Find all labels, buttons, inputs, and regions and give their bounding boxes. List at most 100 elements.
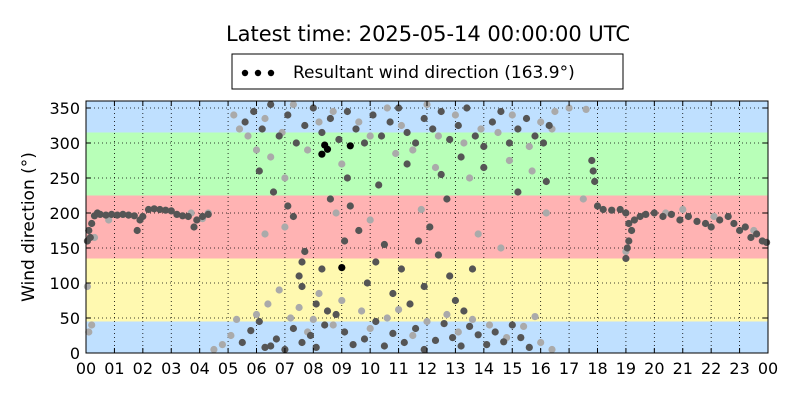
data-point (85, 328, 93, 336)
data-point (244, 132, 252, 140)
data-point (642, 210, 650, 218)
data-point (505, 139, 513, 147)
data-point (298, 338, 306, 347)
data-point (318, 265, 326, 273)
data-point (86, 233, 94, 242)
data-point (233, 315, 241, 323)
data-point (491, 328, 499, 336)
data-point (443, 195, 451, 203)
data-point (551, 107, 559, 116)
y-tick-label: 250 (49, 169, 80, 188)
data-point (366, 324, 374, 333)
data-point (346, 202, 354, 210)
data-point (409, 146, 417, 154)
data-point (326, 114, 334, 123)
data-point (471, 132, 479, 140)
data-point (730, 219, 738, 228)
data-point (190, 223, 198, 231)
x-tick-label: 15 (502, 359, 522, 378)
data-point (500, 338, 508, 346)
data-point (389, 289, 397, 298)
y-tick-label: 200 (49, 204, 80, 223)
data-point (272, 335, 280, 343)
data-point (275, 132, 283, 140)
data-point (108, 210, 116, 218)
data-point (514, 188, 522, 196)
data-point (431, 336, 440, 344)
data-point (474, 230, 482, 238)
y-tick-label: 50 (60, 309, 80, 328)
data-point (261, 343, 269, 351)
data-point (318, 150, 326, 158)
data-point (693, 217, 701, 225)
data-point (352, 125, 360, 133)
data-point (162, 206, 170, 214)
data-point (372, 317, 380, 326)
data-point (582, 105, 590, 113)
data-point (358, 307, 366, 315)
data-point (497, 107, 505, 116)
data-point (736, 226, 744, 235)
data-point (289, 324, 297, 333)
data-point (363, 279, 371, 287)
y-tick-label: 350 (49, 99, 80, 118)
data-point (417, 205, 425, 214)
data-point (184, 212, 192, 221)
data-point (380, 342, 388, 350)
data-point (451, 296, 459, 305)
data-point (589, 167, 597, 175)
data-point (468, 265, 477, 273)
data-point (102, 211, 110, 219)
data-point (525, 343, 533, 351)
data-point (380, 240, 388, 249)
data-point (420, 114, 428, 123)
data-point (360, 335, 369, 343)
data-point (326, 195, 334, 203)
data-point (488, 118, 496, 126)
x-tick-label: 00 (76, 359, 96, 378)
data-point (343, 174, 351, 182)
data-point (400, 338, 408, 347)
data-point (406, 300, 414, 308)
data-point (88, 321, 96, 329)
data-point (341, 237, 349, 245)
data-point (306, 331, 315, 340)
data-point (716, 216, 724, 224)
data-point (505, 156, 513, 165)
data-point (230, 111, 238, 119)
data-point (622, 254, 630, 263)
data-point (343, 107, 351, 116)
data-point (429, 125, 437, 133)
data-point (355, 226, 363, 235)
data-point (520, 322, 528, 330)
data-point (338, 296, 346, 305)
data-point (622, 209, 630, 217)
data-point (312, 300, 320, 308)
data-point (389, 329, 397, 337)
data-point (295, 303, 303, 312)
data-point (139, 212, 147, 221)
data-point (323, 307, 332, 315)
y-tick-label: 300 (49, 134, 80, 153)
data-point (375, 181, 383, 189)
data-point (485, 321, 494, 329)
data-point (258, 125, 266, 133)
y-axis-label: Wind direction (°) (19, 152, 39, 302)
data-point (96, 210, 104, 218)
data-point (261, 230, 269, 238)
data-point (747, 233, 755, 242)
data-point (301, 121, 309, 130)
data-point (466, 174, 474, 182)
data-point (372, 258, 380, 266)
data-point (318, 128, 326, 137)
x-tick-label: 04 (189, 359, 209, 378)
data-point (451, 111, 459, 119)
data-point (412, 324, 420, 333)
data-point (267, 342, 275, 350)
data-point (525, 142, 533, 151)
data-point (173, 210, 181, 218)
data-point (323, 145, 332, 153)
x-tick-label: 18 (587, 359, 607, 378)
data-point (287, 314, 295, 322)
data-point (198, 212, 207, 221)
